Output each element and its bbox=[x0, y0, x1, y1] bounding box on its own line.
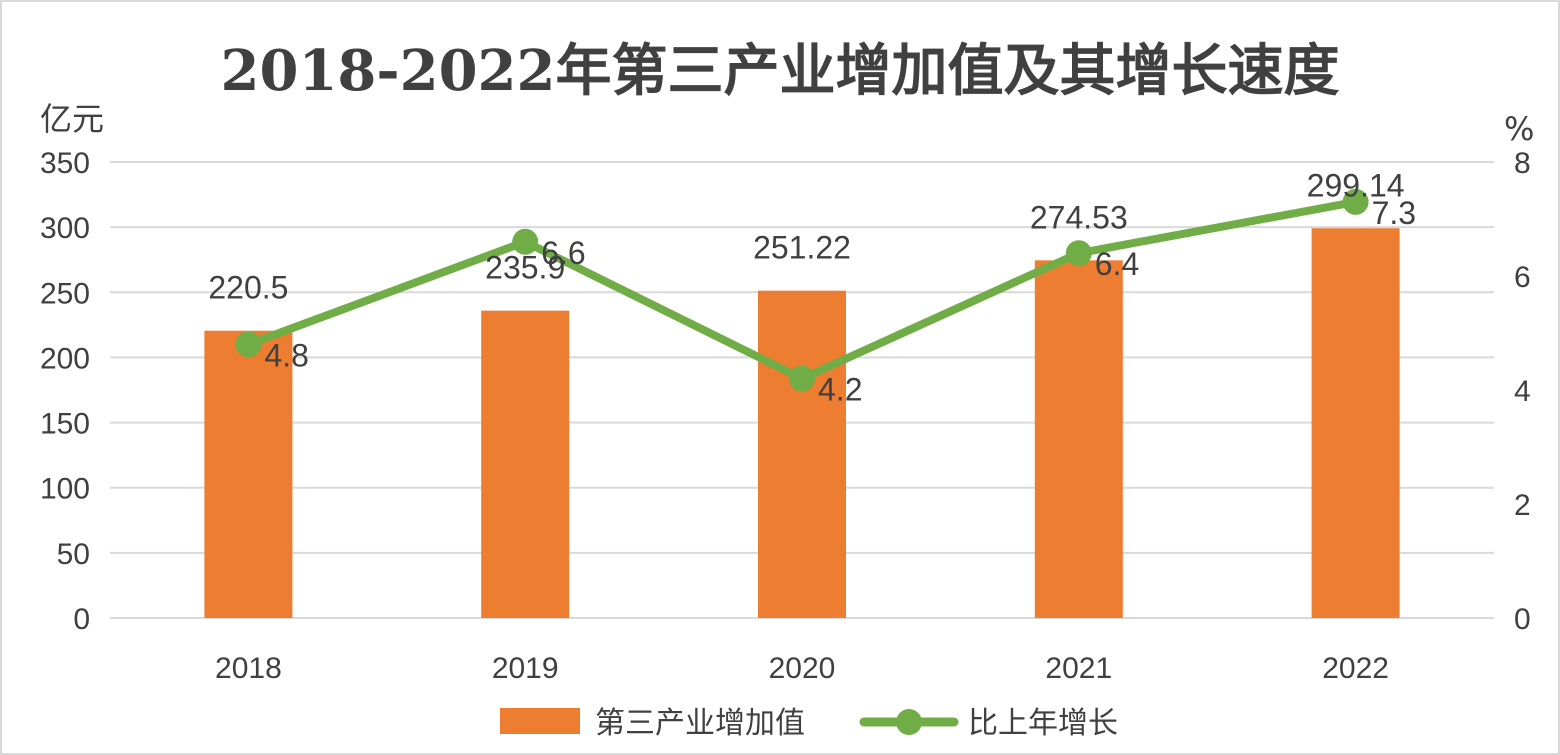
right-axis-unit: % bbox=[1504, 110, 1534, 148]
bar bbox=[481, 310, 570, 618]
legend-bar-label: 第三产业增加值 bbox=[595, 706, 805, 741]
chart-title: 2018-2022年第三产业增加值及其增长速度 bbox=[221, 38, 1340, 104]
right-tick-label: 6 bbox=[1514, 261, 1531, 294]
bar bbox=[1034, 260, 1123, 618]
right-axis-ticks: 0 2 4 6 8 bbox=[1514, 147, 1531, 636]
left-tick-label: 350 bbox=[40, 147, 90, 180]
x-tick-label: 2021 bbox=[1045, 652, 1112, 685]
line-point bbox=[1065, 240, 1092, 267]
line-data-label: 6.6 bbox=[541, 235, 585, 271]
left-tick-label: 50 bbox=[57, 538, 90, 571]
line-point bbox=[789, 365, 815, 392]
left-tick-label: 200 bbox=[40, 342, 90, 375]
bar-series bbox=[204, 228, 1400, 619]
bar-data-label: 235.9 bbox=[485, 250, 565, 286]
bar bbox=[758, 290, 846, 618]
bar-data-label: 274.53 bbox=[1030, 199, 1128, 235]
x-axis-ticks: 2018 2019 2020 2021 2022 bbox=[215, 652, 1389, 685]
right-tick-label: 2 bbox=[1514, 489, 1531, 522]
x-tick-label: 2020 bbox=[769, 652, 836, 685]
x-tick-label: 2019 bbox=[492, 652, 559, 685]
line-point bbox=[1342, 188, 1369, 215]
left-tick-label: 0 bbox=[73, 603, 90, 636]
left-tick-label: 300 bbox=[40, 212, 90, 245]
bar bbox=[204, 330, 293, 618]
line-data-label: 4.8 bbox=[264, 337, 308, 373]
line-point bbox=[235, 331, 262, 358]
left-axis-unit: 亿元 bbox=[40, 100, 104, 138]
right-tick-label: 8 bbox=[1514, 147, 1531, 180]
bar-data-labels: 220.5 235.9 251.22 274.53 299.14 bbox=[208, 167, 1404, 305]
bar bbox=[1311, 228, 1400, 619]
line-point bbox=[512, 228, 539, 255]
legend-line-label: 比上年增长 bbox=[968, 706, 1118, 741]
left-tick-label: 150 bbox=[40, 408, 90, 441]
line-series bbox=[235, 188, 1369, 392]
left-tick-label: 250 bbox=[40, 277, 90, 310]
line-data-labels: 4.8 6.6 4.2 6.4 7.3 bbox=[264, 195, 1416, 408]
line-data-label: 6.4 bbox=[1095, 246, 1139, 282]
left-tick-label: 100 bbox=[40, 473, 90, 506]
bar-data-label: 299.14 bbox=[1307, 167, 1405, 203]
bar-data-label: 220.5 bbox=[208, 270, 288, 306]
bar-data-label: 251.22 bbox=[753, 230, 851, 266]
legend: 第三产业增加值 比上年增长 bbox=[500, 706, 1118, 741]
line-data-label: 7.3 bbox=[1372, 195, 1416, 231]
x-tick-label: 2018 bbox=[215, 652, 282, 685]
legend-line-marker bbox=[896, 709, 922, 735]
right-tick-label: 4 bbox=[1514, 375, 1531, 408]
legend-bar-swatch bbox=[500, 708, 580, 734]
right-tick-label: 0 bbox=[1514, 603, 1531, 636]
x-tick-label: 2022 bbox=[1322, 652, 1389, 685]
left-axis-ticks: 0 50 100 150 200 250 300 350 bbox=[40, 147, 90, 636]
line-data-label: 4.2 bbox=[818, 372, 862, 408]
